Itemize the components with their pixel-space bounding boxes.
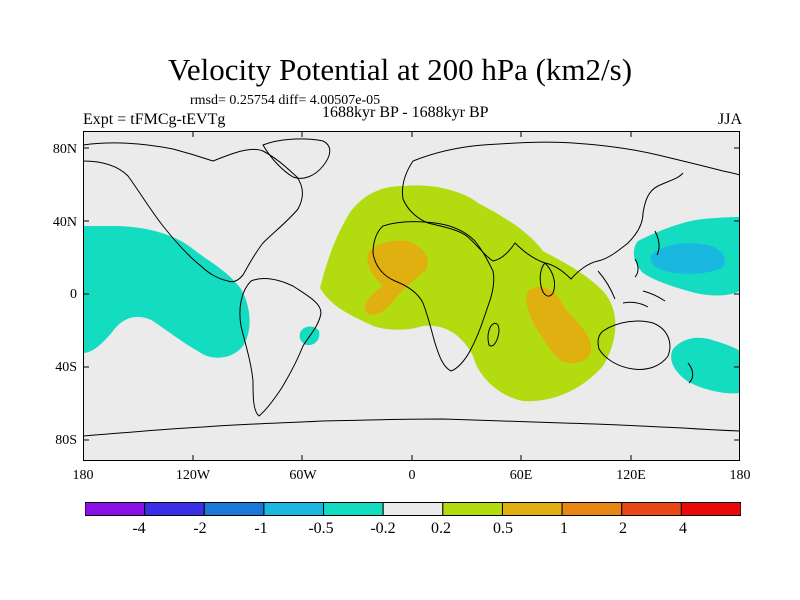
colorbar-swatch: [203, 502, 265, 516]
lat-label-eq: 0: [70, 287, 77, 302]
lat-label-40s: 40S: [55, 360, 77, 375]
lon-label-60e: 60E: [509, 468, 533, 483]
lon-label-0: 0: [408, 468, 416, 483]
map-title: Velocity Potential at 200 hPa (km2/s): [167, 52, 633, 87]
colorbar-label: 0.2: [431, 520, 451, 537]
positive-anomaly-region: [320, 185, 616, 402]
colorbar-label: -4: [132, 520, 146, 537]
antarctica-coast: [83, 418, 740, 437]
season-label: JJA: [717, 111, 742, 128]
colorbar-label: -0.2: [370, 520, 396, 537]
australia-coast: [597, 320, 671, 370]
east-asia-islands-coast: [634, 230, 660, 278]
negative-anomaly-southwest-pacific: [671, 337, 740, 394]
colorbar-label: 0.5: [493, 520, 513, 537]
map-tick-marks: [83, 131, 740, 461]
north-america-coast: [83, 142, 303, 283]
lon-label-120e: 120E: [616, 468, 646, 483]
experiment-label: Expt = tFMCg-tEVTg: [83, 111, 226, 128]
colorbar-swatch: [144, 502, 205, 516]
lat-label-40n: 40N: [52, 215, 77, 230]
colorbar-label: 1: [560, 520, 568, 537]
madagascar-coast: [487, 322, 500, 347]
colorbar-label: 4: [679, 520, 687, 537]
lon-label-120w: 120W: [175, 468, 211, 483]
lat-label-80n: 80N: [52, 142, 77, 157]
lon-label-180e: 180: [729, 468, 751, 483]
colorbar-swatch: [442, 502, 503, 516]
colorbar-label: -0.5: [308, 520, 334, 537]
colorbar-swatch: [323, 502, 384, 516]
coastlines: [83, 138, 740, 437]
greenland-coast: [262, 138, 331, 179]
colorbar-swatch: [263, 502, 325, 516]
negative-anomaly-east-pacific: [83, 226, 250, 358]
southeast-asia-coast: [597, 270, 666, 308]
colorbar-swatch: [621, 502, 682, 516]
colorbar-swatch: [382, 502, 444, 516]
positive-core-africa: [364, 240, 428, 315]
colorbar-swatch: [85, 502, 146, 516]
velocity-potential-map: [83, 131, 740, 461]
india-coast: [539, 262, 556, 297]
stats-line: rmsd= 0.25754 diff= 4.00507e-05: [190, 93, 381, 108]
colorbar-swatch: [501, 502, 563, 516]
positive-core-indian-ocean: [526, 287, 592, 364]
lon-label-180w: 180: [72, 468, 94, 483]
new-zealand-coast: [687, 362, 694, 384]
period-label: 1688kyr BP - 1688kyr BP: [322, 104, 489, 121]
colorbar-label: -1: [254, 520, 268, 537]
lon-label-60w: 60W: [289, 468, 317, 483]
south-america-coast: [239, 278, 322, 417]
negative-core-west-pacific: [650, 243, 725, 274]
colorbar-label: -2: [193, 520, 207, 537]
colorbar-swatch: [680, 502, 741, 516]
lat-label-80s: 80S: [55, 433, 77, 448]
colorbar: [85, 502, 741, 516]
colorbar-label: 2: [619, 520, 627, 537]
africa-coast: [372, 221, 495, 372]
colorbar-swatch: [561, 502, 623, 516]
